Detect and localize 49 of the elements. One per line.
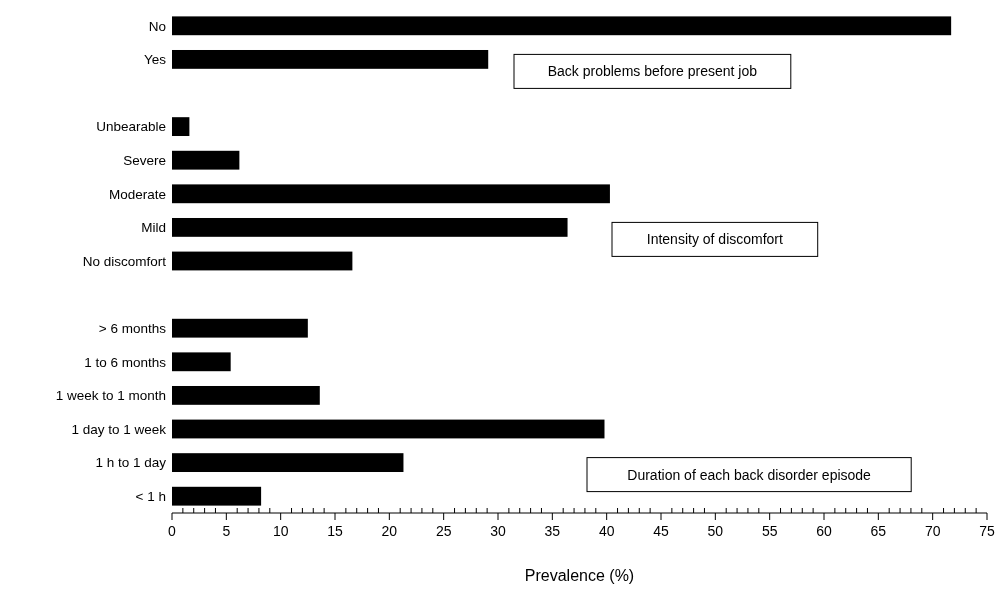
caption-box: Intensity of discomfort xyxy=(611,221,819,257)
bar xyxy=(172,49,489,69)
x-tick-label: 70 xyxy=(924,523,941,539)
bar xyxy=(172,419,605,439)
x-tick-label: 55 xyxy=(761,523,778,539)
x-tick-label: 5 xyxy=(222,523,231,539)
y-tick-label: 1 h to 1 day xyxy=(95,455,167,471)
annotation: Back problems before present job xyxy=(547,63,758,80)
x-tick-label: 20 xyxy=(381,523,398,539)
x-tick-label: 65 xyxy=(870,523,887,539)
bar xyxy=(172,453,404,473)
x-axis-title: Prevalence (%) xyxy=(524,567,635,584)
x-tick-label: 15 xyxy=(327,523,343,539)
bar xyxy=(172,16,952,36)
bar xyxy=(172,251,353,271)
x-tick-label: 10 xyxy=(272,523,289,539)
y-tick-label: No discomfort xyxy=(82,253,167,269)
y-tick-label: Yes xyxy=(143,52,167,68)
bar xyxy=(172,486,262,506)
y-tick-label: Moderate xyxy=(108,186,166,202)
bar xyxy=(172,184,610,204)
x-tick-label: 40 xyxy=(598,523,615,539)
y-tick-label: 1 to 6 months xyxy=(84,354,167,370)
y-tick-label: Severe xyxy=(123,152,166,168)
bar xyxy=(172,318,308,338)
x-tick-label: 75 xyxy=(979,523,995,539)
y-tick-label: Unbearable xyxy=(96,119,166,135)
x-tick-label: 45 xyxy=(653,523,669,539)
bar xyxy=(172,385,320,405)
annotation: Intensity of discomfort xyxy=(646,231,784,248)
bar xyxy=(172,117,190,137)
x-tick-label: 30 xyxy=(490,523,506,539)
y-tick-label: Mild xyxy=(141,220,166,236)
x-tick-label: 0 xyxy=(168,523,177,539)
y-tick-label: 1 day to 1 week xyxy=(71,421,167,437)
y-tick-label: < 1 h xyxy=(135,488,166,504)
caption-box: Back problems before present job xyxy=(513,53,792,89)
bar xyxy=(172,217,568,237)
x-tick-label: 50 xyxy=(707,523,724,539)
bar xyxy=(172,150,240,170)
x-tick-label: 60 xyxy=(816,523,832,539)
y-tick-label: 1 week to 1 month xyxy=(55,388,166,404)
y-tick-label: No xyxy=(148,18,166,34)
x-tick-label: 35 xyxy=(544,523,561,539)
bar xyxy=(172,352,231,372)
x-tick-label: 25 xyxy=(435,523,452,539)
y-tick-label: > 6 months xyxy=(98,320,167,336)
caption-box: Duration of each back disorder episode xyxy=(586,457,912,493)
annotation: Duration of each back disorder episode xyxy=(627,466,872,483)
